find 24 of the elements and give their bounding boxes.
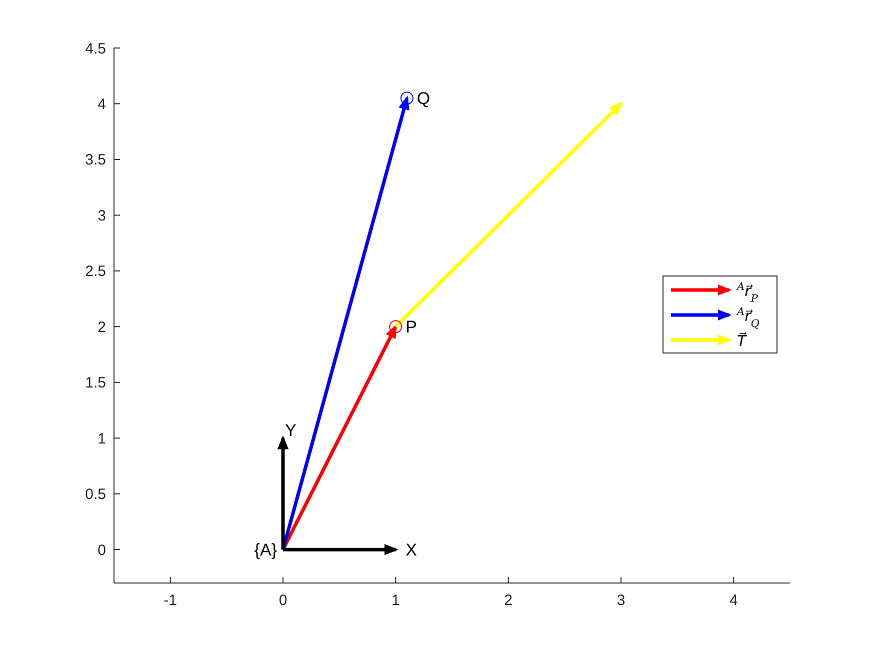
y-tick-label: 1 — [98, 430, 106, 448]
y-tick-label: 0 — [98, 542, 106, 559]
x-tick-label: 1 — [391, 592, 400, 609]
y-tick-label: 4.5 — [85, 40, 106, 58]
y-tick-label: 3.5 — [85, 152, 106, 169]
annotation: Q — [416, 89, 430, 108]
x-tick-label: 4 — [729, 592, 738, 609]
legend-label: $^{A}$r⃗$_{Q}$ — [736, 306, 760, 330]
x-tick-label: 2 — [504, 592, 513, 609]
x-tick-label: -1 — [164, 592, 178, 609]
y-tick-label: 1.5 — [85, 374, 106, 392]
legend-label: $^{A}$r⃗$_{P}$ — [736, 281, 759, 305]
y-tick-label: 4 — [98, 96, 106, 113]
annotation: Y — [285, 421, 296, 440]
annotation: P — [406, 318, 418, 337]
legend-label: T⃗ — [737, 331, 748, 350]
x-tick-label: 0 — [278, 592, 288, 609]
y-tick-label: 0.5 — [85, 486, 106, 504]
y-tick-label: 2.5 — [85, 263, 106, 280]
x-tick-label: 3 — [616, 592, 626, 609]
annotation: X — [406, 540, 418, 560]
annotation: {A} — [254, 540, 278, 560]
y-tick-label: 3 — [98, 207, 106, 224]
y-tick-label: 2 — [98, 318, 106, 336]
